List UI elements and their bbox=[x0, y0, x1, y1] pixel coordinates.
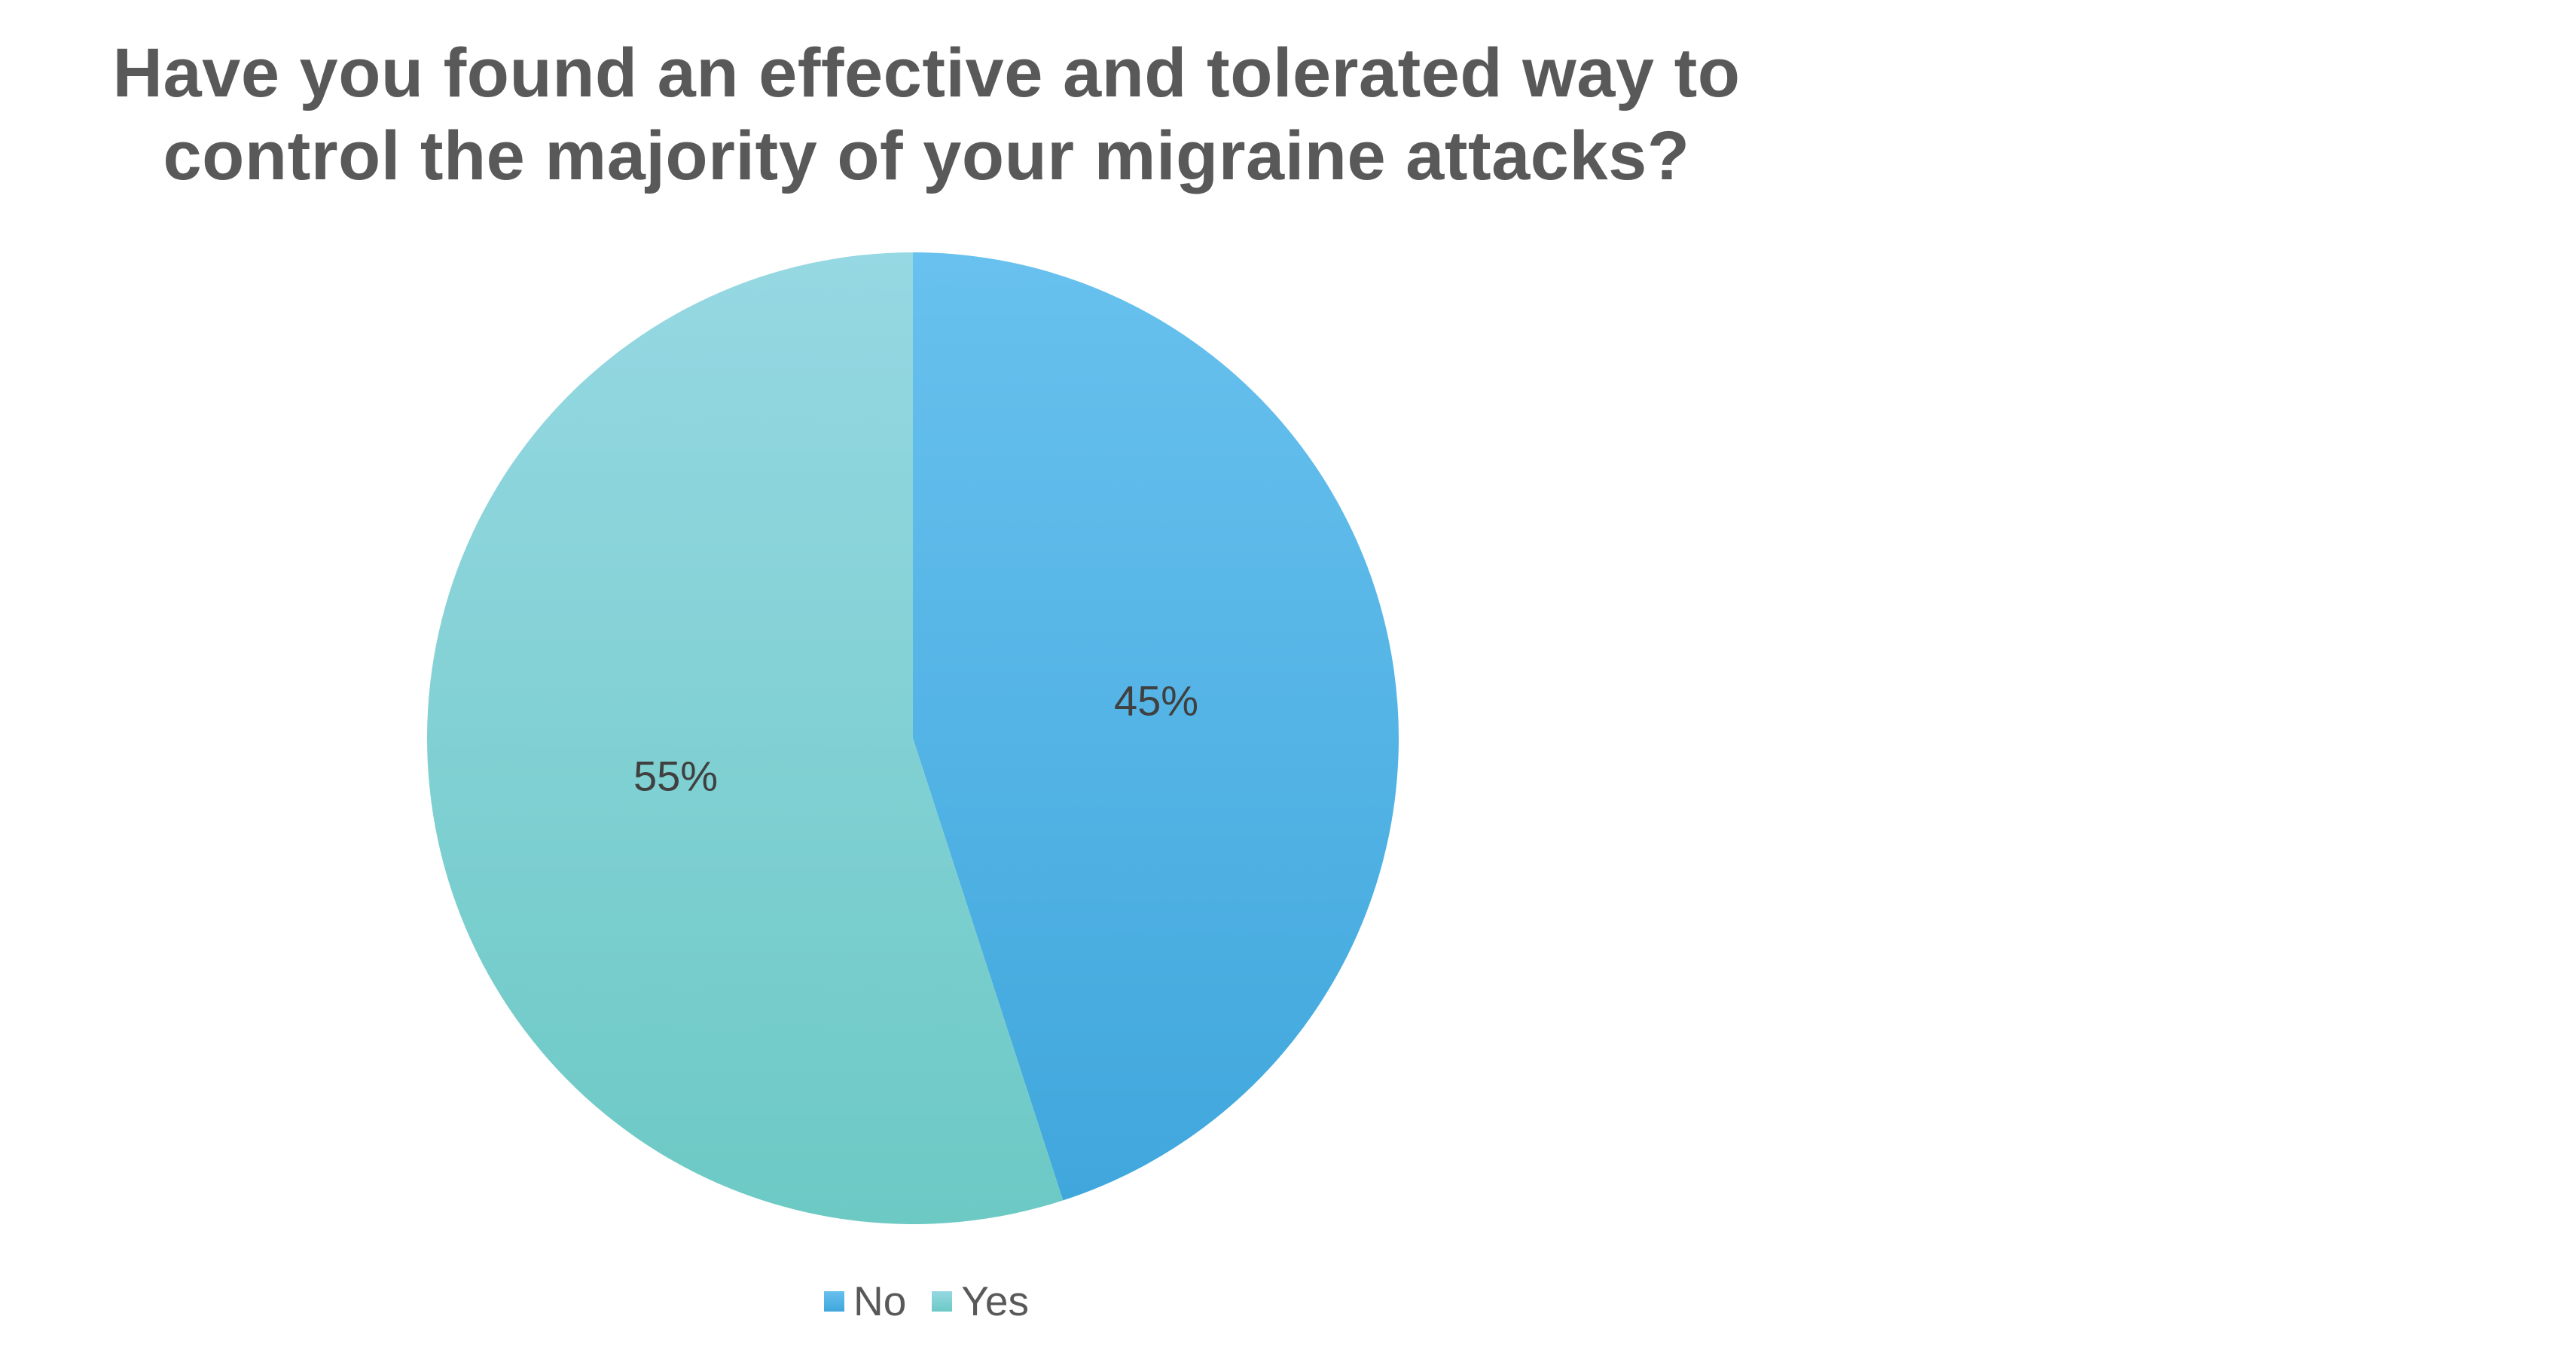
pie-plot[interactable] bbox=[427, 252, 1399, 1224]
chart-title: Have you found an effective and tolerate… bbox=[0, 32, 1853, 197]
legend-item-no[interactable]: No bbox=[823, 1278, 907, 1324]
legend-label-no: No bbox=[853, 1278, 907, 1324]
pie-slice-no[interactable] bbox=[913, 252, 1399, 1201]
data-label-yes: 55% bbox=[633, 752, 719, 800]
pie-slice-yes[interactable] bbox=[427, 252, 1064, 1224]
legend-swatch-yes bbox=[932, 1290, 953, 1312]
legend: No Yes bbox=[0, 1278, 1853, 1324]
legend-swatch-no bbox=[823, 1290, 844, 1312]
legend-item-yes[interactable]: Yes bbox=[932, 1278, 1029, 1324]
pie-chart-area: Have you found an effective and tolerate… bbox=[0, 32, 1853, 1324]
chart-title-line-1: Have you found an effective and tolerate… bbox=[112, 35, 1741, 111]
legend-label-yes: Yes bbox=[961, 1278, 1030, 1324]
chart-title-line-2: control the majority of your migraine at… bbox=[163, 118, 1690, 194]
data-label-no: 45% bbox=[1113, 676, 1199, 725]
